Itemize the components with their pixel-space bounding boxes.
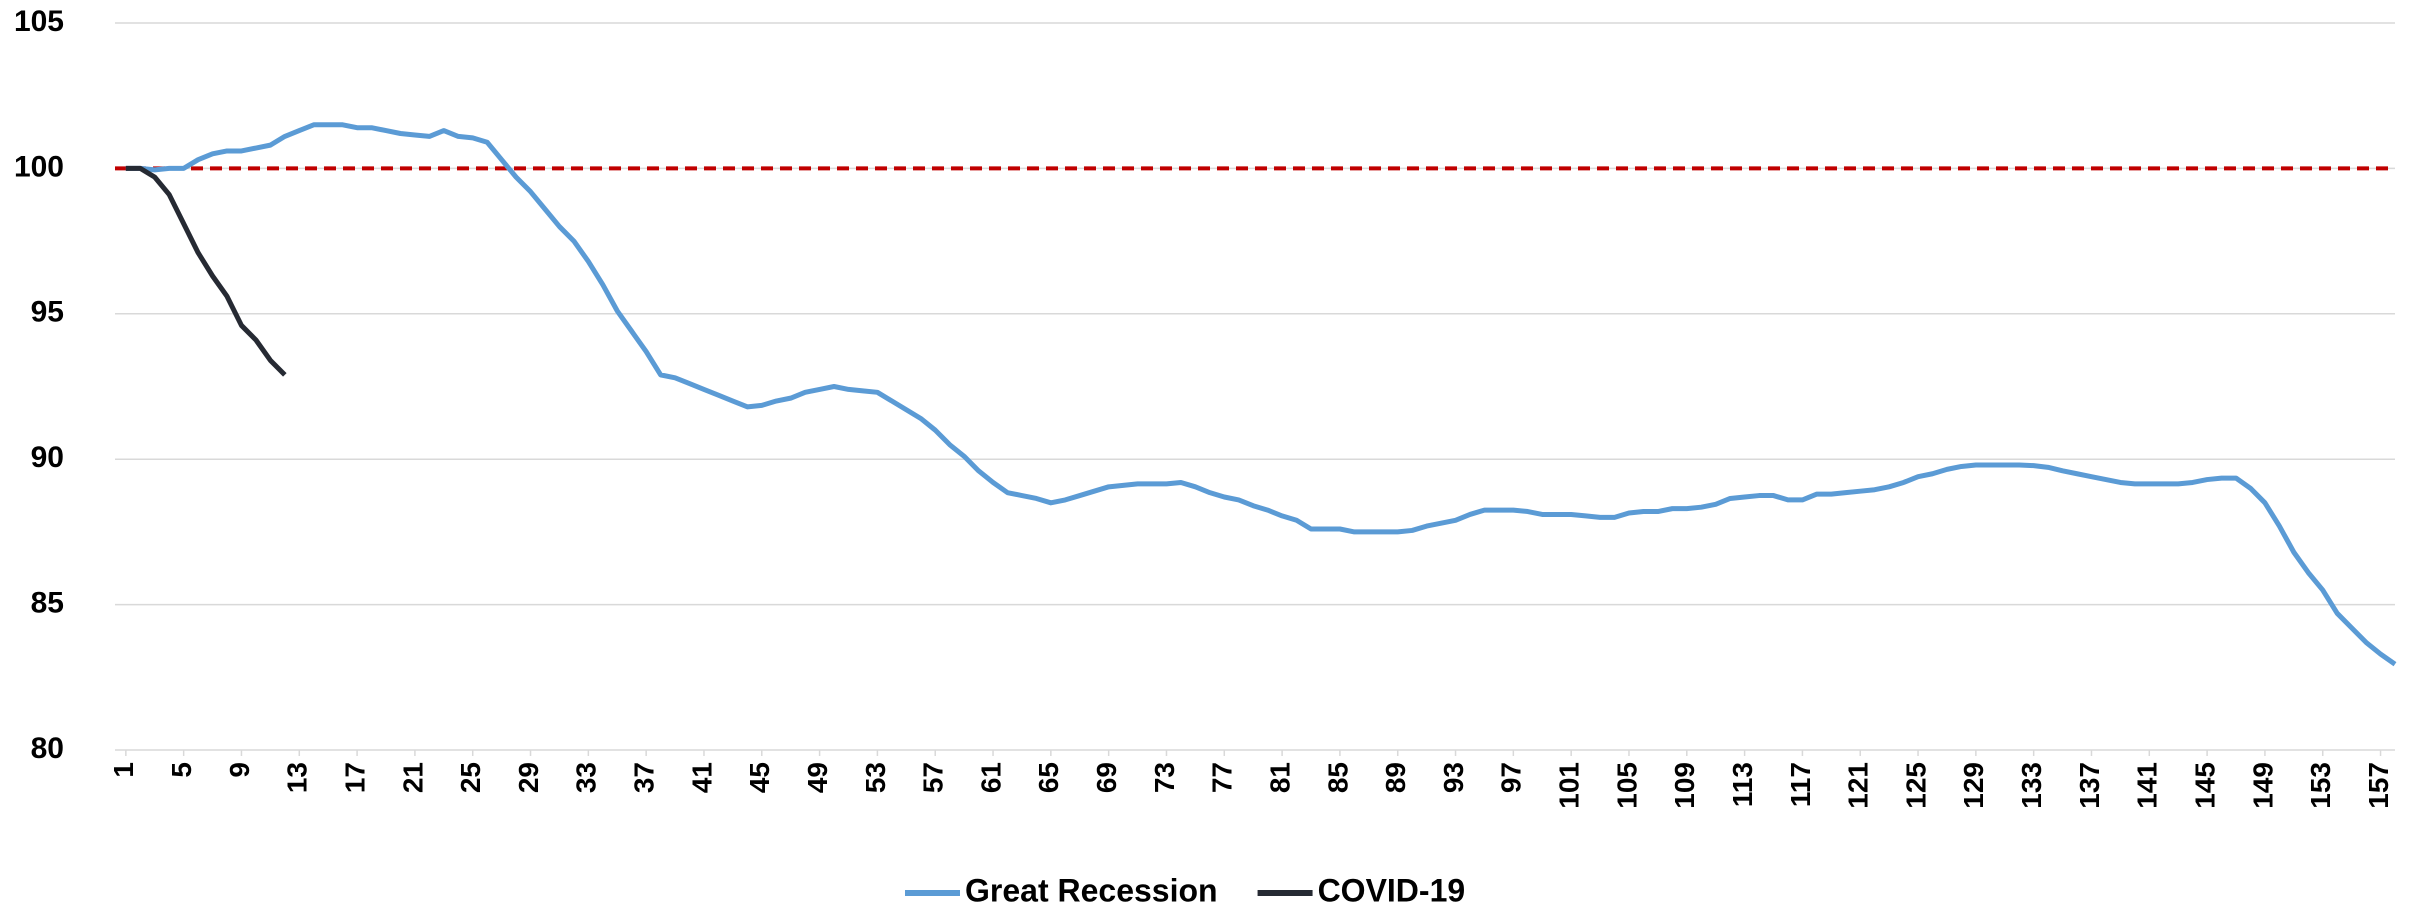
- x-tick-label: 37: [629, 762, 660, 793]
- x-tick-label: 125: [1900, 762, 1931, 809]
- legend-label: Great Recession: [965, 872, 1218, 908]
- y-tick-label: 105: [14, 5, 64, 38]
- x-tick-label: 129: [1958, 762, 1989, 809]
- legend-label: COVID-19: [1318, 872, 1466, 908]
- x-tick-label: 9: [224, 762, 255, 778]
- series-line: [125, 122, 2397, 667]
- x-tick-label: 61: [975, 762, 1006, 793]
- legend: Great Recession COVID-19: [905, 872, 1465, 908]
- y-tick-label: 85: [31, 587, 64, 620]
- x-tick-label: 137: [2074, 762, 2105, 809]
- x-tick-label: 73: [1149, 762, 1180, 793]
- x-tick-label: 101: [1554, 762, 1585, 809]
- x-tick-label: 141: [2132, 762, 2163, 809]
- x-tick-label: 33: [571, 762, 602, 793]
- y-tick-label: 80: [31, 732, 64, 765]
- x-tick-label: 69: [1091, 762, 1122, 793]
- x-tick-label: 21: [397, 762, 428, 793]
- x-tick-label: 57: [918, 762, 949, 793]
- x-tick-label: 121: [1843, 762, 1874, 809]
- x-tick-label: 45: [744, 762, 775, 793]
- x-tick-label: 97: [1496, 762, 1527, 793]
- x-tick-label: 153: [2305, 762, 2336, 809]
- x-tick-label: 1: [108, 762, 139, 778]
- x-tick-label: 65: [1033, 762, 1064, 793]
- x-tick-label: 41: [686, 762, 717, 793]
- x-tick-label: 85: [1322, 762, 1353, 793]
- x-tick-label: 109: [1669, 762, 1700, 809]
- x-tick-label: 105: [1611, 762, 1642, 809]
- x-tick-label: 133: [2016, 762, 2047, 809]
- x-tick-label: 81: [1264, 762, 1295, 793]
- x-tick-label: 157: [2363, 762, 2394, 809]
- x-tick-label: 77: [1207, 762, 1238, 793]
- x-tick-label: 5: [166, 762, 197, 778]
- x-tick-label: 145: [2189, 762, 2220, 809]
- series-line: [125, 165, 287, 377]
- x-tick-label: 17: [339, 762, 370, 793]
- x-tick-label: 25: [455, 762, 486, 793]
- x-tick-label: 89: [1380, 762, 1411, 793]
- x-tick-label: 53: [860, 762, 891, 793]
- y-tick-label: 95: [31, 296, 64, 329]
- x-tick-label: 29: [513, 762, 544, 793]
- x-tick-label: 113: [1727, 762, 1758, 807]
- y-tick-label: 90: [31, 441, 64, 474]
- x-tick-label: 149: [2247, 762, 2278, 809]
- x-tick-label: 49: [802, 762, 833, 793]
- x-tick-label: 93: [1438, 762, 1469, 793]
- x-tick-label: 117: [1785, 762, 1816, 807]
- y-tick-label: 100: [14, 150, 64, 183]
- x-tick-label: 13: [282, 762, 313, 793]
